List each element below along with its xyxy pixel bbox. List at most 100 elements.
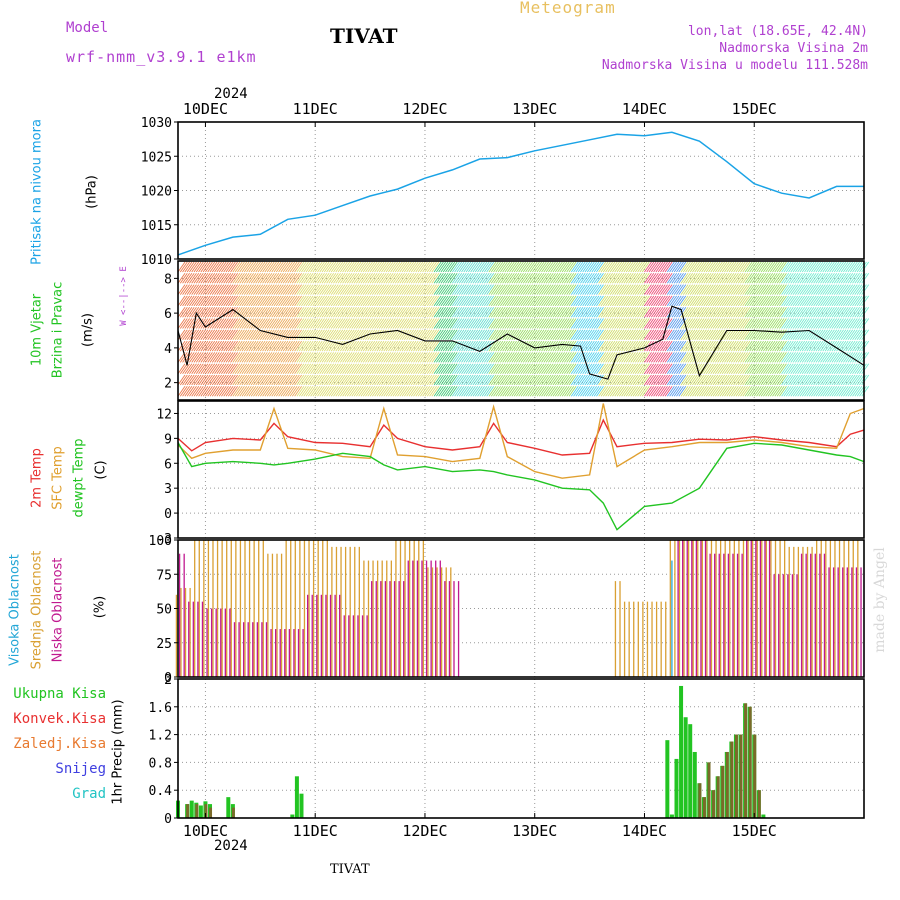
wind-barb: [582, 329, 591, 341]
wind-barb: [383, 340, 392, 352]
wind-barb: [733, 295, 742, 307]
wind-barb: [687, 273, 696, 284]
wind-barb: [198, 352, 206, 363]
wind-barb: [788, 318, 796, 329]
wind-barb: [536, 306, 545, 318]
wind-barb: [616, 261, 625, 273]
wind-barb: [484, 363, 492, 374]
wind-barb: [634, 329, 643, 341]
model-label: Model: [66, 20, 109, 36]
wind-barb: [712, 295, 721, 307]
wind-barb: [765, 306, 774, 318]
wind-barb: [344, 306, 353, 318]
wind-barb: [314, 295, 323, 307]
wind-barb: [458, 340, 467, 352]
wind-barb: [410, 295, 419, 307]
wind-barb: [813, 295, 822, 307]
wind-barb: [360, 374, 369, 386]
wind-barb: [767, 284, 776, 295]
wind-barb: [381, 273, 389, 284]
total-precip-bar: [761, 814, 766, 818]
wind-barb: [698, 340, 707, 352]
wind-barb: [438, 374, 447, 386]
wind-barb: [634, 306, 643, 318]
wind-barb: [829, 295, 838, 307]
wind-barb: [639, 273, 648, 284]
wind-barb: [195, 295, 204, 307]
wind-barb: [438, 386, 447, 397]
wind-barb: [371, 261, 380, 273]
wind-barb: [525, 318, 533, 329]
wind-barb: [477, 261, 485, 273]
wind-barb: [618, 374, 627, 386]
wind-barb: [639, 363, 648, 374]
wind-barb: [774, 352, 783, 363]
wind-barb: [765, 273, 774, 284]
wind-barb: [804, 318, 812, 329]
wind-barb: [216, 261, 225, 273]
wind-barb: [287, 261, 296, 273]
wind-barb: [401, 386, 410, 397]
wind-barb: [733, 318, 742, 329]
wind-barb: [355, 261, 364, 273]
wind-barb: [516, 295, 524, 307]
wind-barb: [374, 340, 383, 352]
wind-barb: [731, 352, 739, 363]
wind-barb: [488, 329, 497, 341]
wind-barb: [554, 284, 563, 295]
wind-barb: [843, 306, 851, 318]
wind-barb: [676, 329, 684, 341]
wind-barb: [618, 363, 627, 374]
wind-barb: [541, 261, 549, 273]
conv-precip-bar: [712, 790, 716, 818]
wind-barb: [660, 374, 668, 386]
wind-barb: [710, 352, 719, 363]
wind-barb: [344, 340, 353, 352]
wind-barb: [682, 261, 691, 273]
wind-barb: [724, 363, 732, 374]
wind-barb: [550, 284, 559, 295]
wind-barb: [566, 352, 575, 363]
wind-barb: [381, 318, 389, 329]
wind-barb: [593, 329, 602, 341]
wind-barb: [797, 295, 806, 307]
wind-barb: [200, 386, 209, 397]
wind-barb: [628, 306, 636, 318]
wind-barb: [612, 318, 620, 329]
wind-barb: [209, 261, 218, 273]
wind-barb: [385, 374, 394, 386]
wind-barb: [520, 374, 529, 386]
wind-barb: [282, 318, 291, 329]
wind-barb: [351, 386, 360, 397]
wind-barb: [250, 329, 259, 341]
wind-barb: [195, 386, 204, 397]
wind-barb: [513, 374, 522, 386]
wind-barb: [239, 374, 248, 386]
wind-barb: [408, 273, 417, 284]
wind-barb: [628, 340, 636, 352]
wind-barb: [776, 318, 785, 329]
wind-barb: [859, 340, 867, 352]
wind-barb: [586, 273, 595, 284]
wind-barb: [360, 273, 369, 284]
wind-barb: [278, 306, 286, 318]
wind-barb: [575, 261, 584, 273]
wind-barb: [785, 386, 794, 397]
wind-barb: [296, 284, 305, 295]
wind-barb: [836, 340, 844, 352]
wind-barb: [221, 318, 229, 329]
wind-barb: [264, 273, 273, 284]
wind-barb: [186, 318, 195, 329]
wind-barb: [522, 374, 531, 386]
wind-barb: [310, 306, 318, 318]
wind-barb: [591, 261, 600, 273]
wind-barb: [698, 374, 707, 386]
wind-barb: [307, 318, 316, 329]
wind-barb: [513, 340, 522, 352]
wind-barb: [189, 386, 197, 397]
wind-barb: [564, 261, 572, 273]
wind-barb: [538, 318, 547, 329]
wind-barb: [811, 386, 819, 397]
wind-barb: [600, 261, 609, 273]
wind-barb: [840, 374, 849, 386]
